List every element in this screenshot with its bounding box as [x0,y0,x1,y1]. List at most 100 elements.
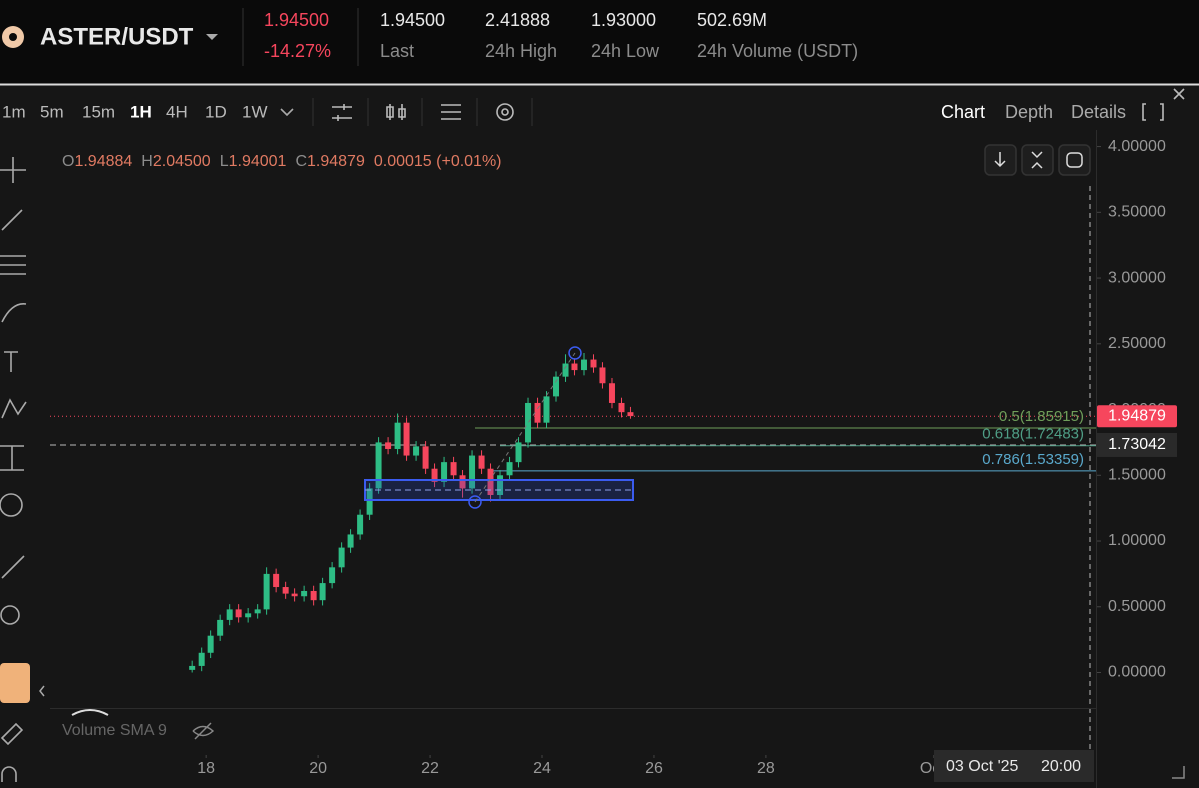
fib-anchor[interactable] [568,346,582,360]
candle-body [487,468,494,495]
candle-body [580,359,587,371]
settings-icon-center [501,108,509,116]
stat-value: 1.94500 [380,10,445,30]
volume-toggle[interactable] [71,709,109,716]
candle-body [506,462,513,476]
ohlc-key: H [141,153,153,170]
collapse-button[interactable] [1021,144,1054,176]
last-price-label: 1.94879 [1108,407,1166,424]
pattern-tool[interactable] [1,398,27,419]
interval-button[interactable]: 1D [205,102,227,121]
candle-body [608,383,615,403]
coin-logo-center [9,33,17,41]
tab[interactable]: Details [1071,102,1126,122]
trendline-tool[interactable] [1,209,23,231]
tab[interactable]: Chart [941,102,985,122]
candle-body [553,376,560,397]
crosshair-time-box [934,750,1094,782]
candle-body [375,442,382,489]
tab[interactable]: Depth [1005,102,1053,122]
pair[interactable]: ASTER/USDT [40,23,194,50]
indicator-icon[interactable] [332,104,352,121]
text-tool[interactable] [4,351,18,372]
ohlc-line: O1.94884 H2.04500 L1.94001 C1.94879 0.00015 … [62,153,502,170]
interval-button[interactable]: 5m [40,102,64,121]
lock-tool[interactable] [0,722,24,746]
header-bg [0,0,1199,84]
candle-body [534,402,541,423]
interval-button[interactable]: 1H [130,102,152,121]
stat-label: 24h Volume (USDT) [697,41,858,61]
measure-tool[interactable] [0,445,24,471]
ohlc-value: 1.94879 [307,153,365,170]
hide-volume-icon[interactable] [192,722,215,740]
reset-button[interactable] [1058,144,1091,176]
corner-icon[interactable] [1172,766,1185,779]
interval-caret[interactable] [280,108,294,117]
magnet-tool[interactable] [0,663,30,703]
interval-button[interactable]: 4H [166,102,188,121]
crosshair-price-label: 1.73042 [1108,436,1166,453]
stat-value: 1.93000 [591,10,656,30]
crosshair-tool[interactable] [0,157,26,183]
reset-icon [1066,152,1083,168]
fullscreen-icon[interactable] [1142,103,1164,121]
y-tick-label: 1.00000 [1108,532,1166,549]
candle-body [273,573,280,588]
ohlc-key: O [62,153,74,170]
candle-body [478,455,485,469]
interval-button[interactable]: 15m [82,102,115,121]
candle-body [189,665,196,670]
candle-body [590,359,597,368]
intervals: 1m 5m 15m 1H 4H 1D 1W [2,102,268,121]
collapse-icon [1031,151,1043,169]
candle-body [263,573,270,610]
candle-body [357,514,364,535]
candle-type-icon[interactable] [386,104,406,120]
emoji-tool[interactable] [0,493,23,517]
candle-body [618,402,625,413]
stat-label: 24h Low [591,41,660,61]
candle-body [291,593,298,597]
candle-body [310,590,317,601]
candle-body [431,468,438,482]
x-tick-label: 18 [197,760,215,777]
settings-icon[interactable] [496,103,514,121]
candle-body [562,363,569,377]
list-icon[interactable] [441,104,461,120]
chart-bg [0,86,1199,788]
candle-body [366,488,373,515]
stat-value: 502.69M [697,10,767,30]
interval-button[interactable]: 1W [242,102,268,121]
fib-tool[interactable] [0,255,26,275]
candle-body [217,619,224,636]
close-icon[interactable] [1173,88,1185,100]
ohlc-change: 0.00015 (+0.01%) [374,153,502,170]
candle-body [385,442,392,449]
candle-body [627,412,634,417]
candle-body [329,567,336,584]
candle-body [254,609,261,614]
interval-button[interactable]: 1m [2,102,26,121]
pair-caret[interactable] [206,34,218,40]
ohlc-value: 1.94001 [229,153,287,170]
tabs: Chart Depth Details [941,102,1126,122]
hide-tool[interactable] [1,766,17,782]
x-tick-label: 24 [533,760,551,777]
candle-body [515,442,522,463]
fib-label: 0.5(1.85915) [999,408,1084,425]
candle-body [422,446,429,469]
ruler-tool[interactable] [1,555,25,579]
candle-body [459,475,466,489]
fib-anchor-line [474,352,576,503]
candle-body [403,422,410,456]
brush-tool[interactable] [1,303,27,323]
y-tick-label: 3.50000 [1108,204,1166,221]
ohlc-key: L [220,153,229,170]
collapse-arrow[interactable] [39,685,45,697]
fib-anchor[interactable] [468,495,482,509]
crosshair-price-tag [1097,432,1177,457]
x-tick-label: 20 [309,760,327,777]
zoom-tool[interactable] [0,605,20,625]
